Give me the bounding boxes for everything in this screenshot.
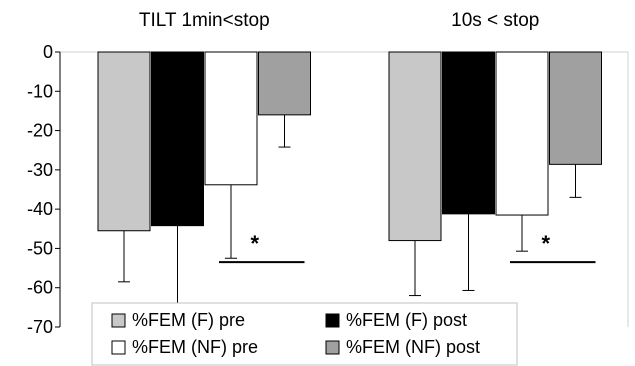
error-bar (225, 184, 237, 259)
y-tick-label: -40 (27, 199, 53, 219)
legend-swatch (325, 313, 340, 328)
legend-box (91, 302, 518, 366)
bar (442, 51, 495, 215)
y-axis: 0 -10 -20 -30 -40 -50 -60 -70 (27, 42, 61, 337)
bar (495, 51, 549, 216)
bar (151, 51, 204, 227)
category-labels: TILT 1min<stop 10s < stop (139, 10, 539, 31)
error-bar (516, 215, 528, 252)
significance-star: * (250, 231, 259, 256)
y-tick-label: -20 (27, 121, 53, 141)
bar (97, 51, 151, 232)
error-bar (409, 240, 421, 297)
bar (204, 51, 258, 186)
legend-label: %FEM (F) post (346, 310, 467, 330)
significance-star: * (541, 231, 550, 256)
legend-item: %FEM (F) post (325, 310, 467, 330)
significance-marks: * * (219, 231, 596, 264)
y-tick-label: -70 (27, 317, 53, 337)
bar (388, 51, 442, 242)
y-tick-label: 0 (43, 42, 53, 62)
legend: %FEM (F) pre %FEM (F) post %FEM (NF) pre %F… (91, 302, 518, 366)
category-label: TILT 1min<stop (139, 10, 270, 31)
error-bar (569, 164, 582, 198)
legend-item: %FEM (NF) pre (111, 337, 258, 357)
y-tick-label: -60 (27, 278, 53, 298)
category-label: 10s < stop (451, 10, 539, 31)
bar (258, 51, 311, 116)
legend-label: %FEM (NF) pre (132, 337, 258, 357)
bar (549, 51, 602, 165)
error-bar (171, 225, 184, 308)
legend-swatch (325, 340, 340, 355)
y-tick-label: -10 (27, 81, 53, 101)
error-bar (462, 213, 475, 291)
legend-item: %FEM (F) pre (111, 310, 245, 330)
error-bar (278, 114, 291, 148)
y-tick-label: -50 (27, 238, 53, 258)
legend-swatch (111, 340, 126, 355)
y-tick-label: -30 (27, 160, 53, 180)
bars (97, 51, 602, 308)
legend-label: %FEM (NF) post (346, 337, 480, 357)
legend-item: %FEM (NF) post (325, 337, 480, 357)
legend-label: %FEM (F) pre (132, 310, 245, 330)
legend-swatch (111, 313, 126, 328)
error-bar (118, 230, 130, 283)
